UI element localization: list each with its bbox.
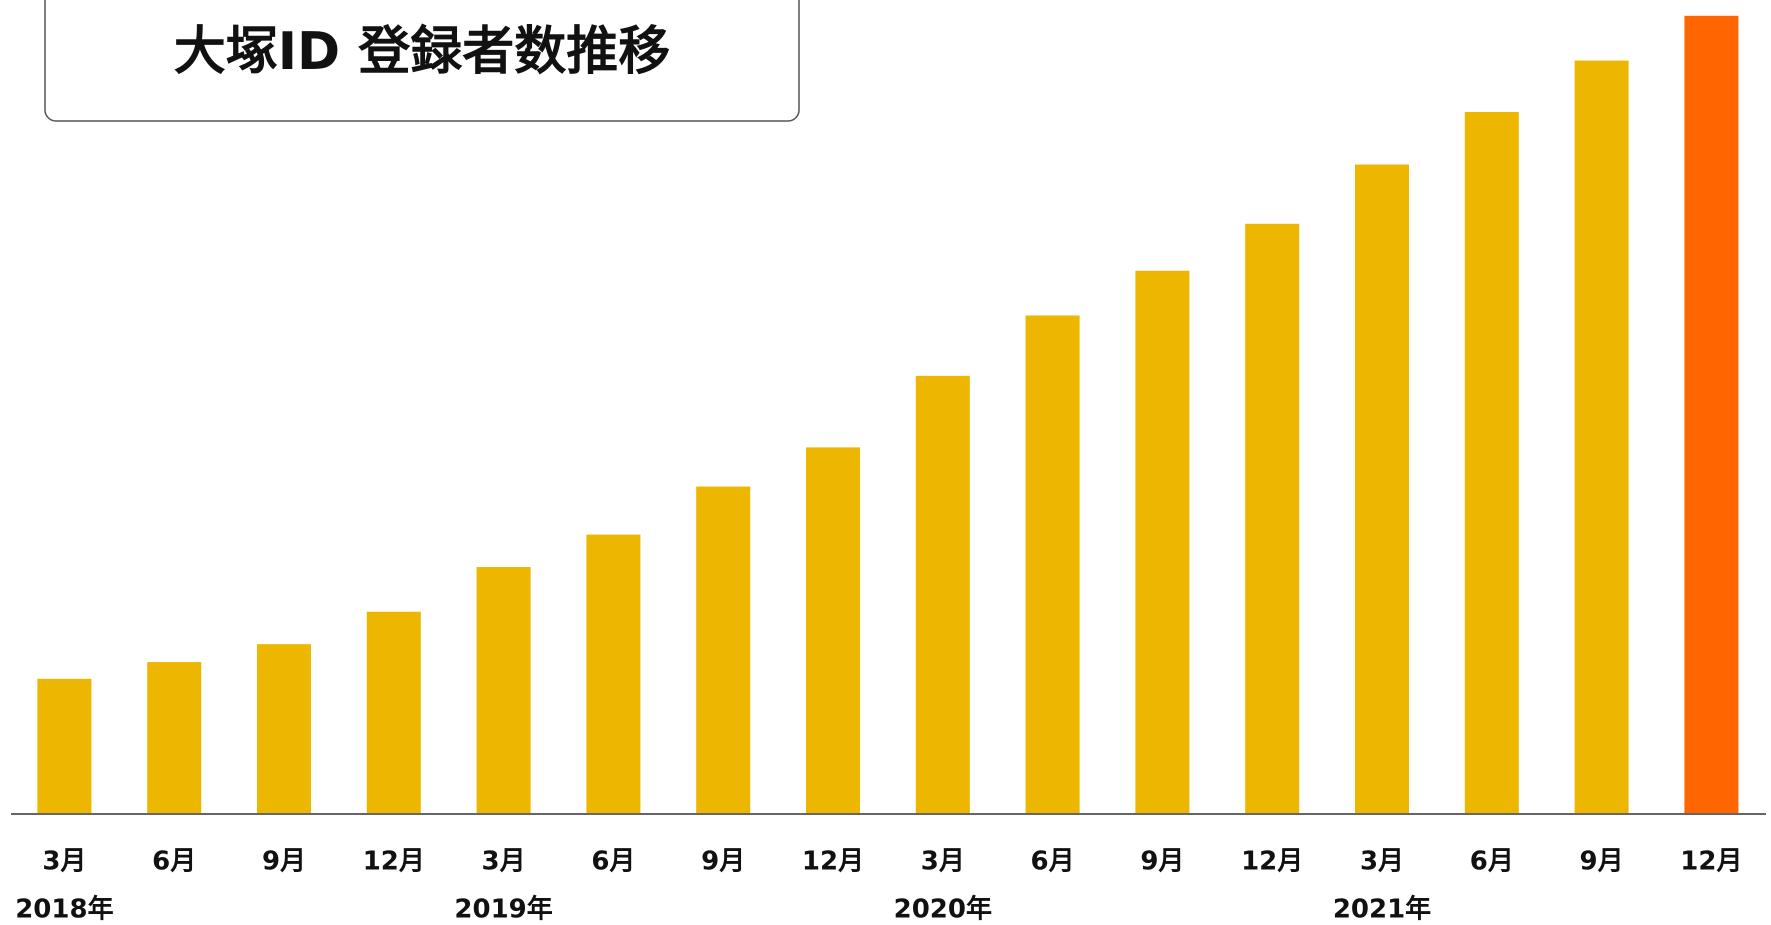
title-box — [44, 0, 800, 122]
bar — [915, 375, 970, 813]
x-tick-label: 6月 — [1470, 847, 1514, 877]
bar — [586, 534, 641, 813]
year-label: 2021年 — [1333, 894, 1431, 925]
x-tick-label: 6月 — [1031, 847, 1075, 877]
x-tick-label: 9月 — [1140, 847, 1184, 877]
bar — [1574, 60, 1629, 814]
bar — [1135, 270, 1190, 813]
year-label: 2018年 — [15, 894, 113, 925]
x-tick-label: 9月 — [262, 847, 306, 877]
year-label: 2020年 — [894, 894, 992, 925]
x-tick-label: 3月 — [42, 847, 86, 877]
x-tick-label: 9月 — [1580, 847, 1624, 877]
x-tick-label: 3月 — [482, 847, 526, 877]
bar — [1355, 164, 1409, 813]
bar — [806, 447, 860, 813]
bar — [1025, 315, 1080, 813]
x-tick-label: 6月 — [152, 847, 196, 877]
x-tick-label: 12月 — [363, 847, 425, 877]
bar — [1684, 15, 1739, 813]
x-tick-label: 12月 — [802, 847, 864, 877]
bar — [257, 644, 311, 813]
bar — [1464, 111, 1519, 813]
bar — [696, 486, 751, 813]
bar — [147, 662, 202, 813]
x-tick-label: 6月 — [591, 847, 635, 877]
bar — [1245, 223, 1300, 813]
x-tick-label: 12月 — [1680, 847, 1742, 877]
x-tick-label: 12月 — [1241, 847, 1303, 877]
bar — [37, 678, 92, 813]
x-tick-label: 3月 — [921, 847, 965, 877]
chart-title: 大塚ID 登録者数推移 — [174, 22, 671, 82]
bar — [476, 567, 531, 813]
bar — [366, 611, 421, 813]
x-tick-label: 9月 — [701, 847, 745, 877]
year-label: 2019年 — [454, 894, 552, 925]
x-tick-label: 3月 — [1360, 847, 1404, 877]
